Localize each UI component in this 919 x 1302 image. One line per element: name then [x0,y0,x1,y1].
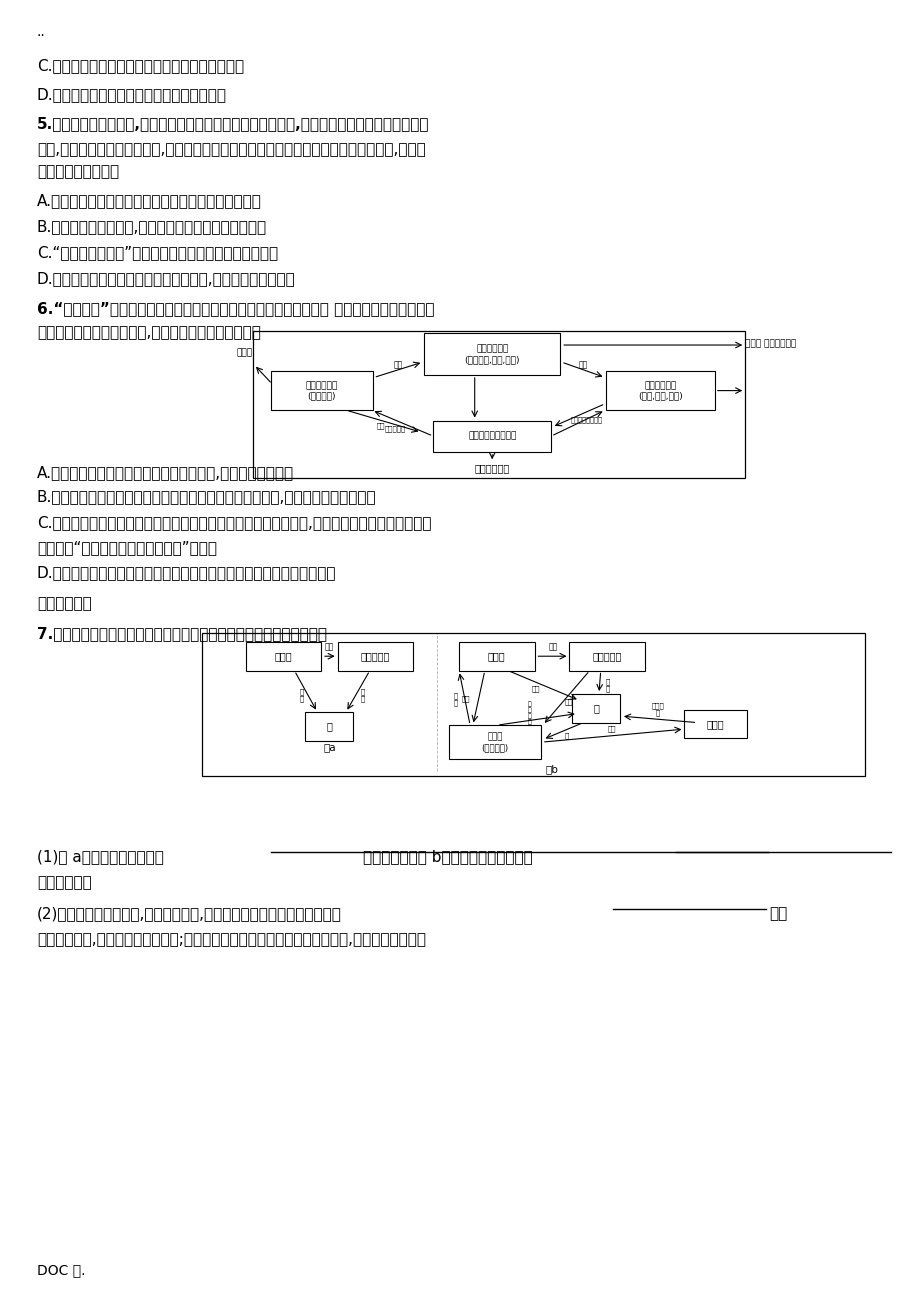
Text: 秸秆: 秸秆 [460,695,470,703]
Text: 水产品: 水产品 [236,349,253,357]
Text: C.“退耕还林、还草”是体现自然与人和谐统一思想的实例: C.“退耕还林、还草”是体现自然与人和谐统一思想的实例 [37,245,278,260]
Text: (1)图 a所示的生态工程属于: (1)图 a所示的生态工程属于 [37,849,164,865]
Text: 农作物: 农作物 [274,651,292,661]
Text: 统的基本模式。据图示判断,下列说法错误的是（　　）: 统的基本模式。据图示判断,下列说法错误的是（ ） [37,326,260,341]
Text: 沼气池
(含微生物): 沼气池 (含微生物) [481,733,508,751]
Bar [253,331,744,478]
Text: 沼液、沼渣: 沼液、沼渣 [384,424,406,432]
Text: 农田生态系统
(种植水稻,油菜,小麦): 农田生态系统 (种植水稻,油菜,小麦) [464,345,519,363]
Text: 经验,并形成了一些生态学思想,如自然与人和谐统一的思想。根据这一思想和生态学知识,下列说: 经验,并形成了一些生态学思想,如自然与人和谐统一的思想。根据这一思想和生态学知识… [37,142,425,158]
FancyBboxPatch shape [572,694,619,723]
Text: B.若人与自然和谐统一,生产者固定的能量便可反复利用: B.若人与自然和谐统一,生产者固定的能量便可反复利用 [37,219,267,234]
Text: 食
物: 食 物 [360,689,364,702]
Text: A.沫气池的建立既充分发挥资源的生产潜力,又减少了环境污染: A.沫气池的建立既充分发挥资源的生产潜力,又减少了环境污染 [37,465,293,480]
FancyBboxPatch shape [448,725,540,759]
Text: DOC 版.: DOC 版. [37,1263,85,1277]
Text: 食用菌: 食用菌 [706,719,724,729]
Text: 粪沙: 粪沙 [376,422,385,430]
Text: 稻秆、残液桑皮叶: 稻秆、残液桑皮叶 [571,415,602,423]
Text: 农
物: 农 物 [300,689,303,702]
Text: (2)为提高能量的利用率,增加经济收入,一方面可在大田种植农作物时采用: (2)为提高能量的利用率,增加经济收入,一方面可在大田种植农作物时采用 [37,906,341,922]
Text: D.上述生态农业系统通过改善和优化系统的结构达到改善系统功能的效果: D.上述生态农业系统通过改善和优化系统的结构达到改善系统功能的效果 [37,565,336,581]
Text: 饲料: 饲料 [324,643,334,651]
Text: 沼气（能源）: 沼气（能源） [474,464,509,474]
Text: D.人类应以保持生态系统相对稳定为原则,确定自己的消耗标准: D.人类应以保持生态系统相对稳定为原则,确定自己的消耗标准 [37,271,295,286]
Text: 需要遵循“整体、协调、循环、再生”的原理: 需要遵循“整体、协调、循环、再生”的原理 [37,540,217,556]
Text: 沼
气
利
用: 沼 气 利 用 [528,702,531,725]
Text: 法错误的是（　　）: 法错误的是（ ） [37,164,119,180]
FancyBboxPatch shape [433,421,550,452]
Text: C.这一生态工程模式主要适用于江浙平原而不适用于我国西北地区,这是因为在建立生态工程时还: C.这一生态工程模式主要适用于江浙平原而不适用于我国西北地区,这是因为在建立生态… [37,516,431,531]
Text: 食
物: 食 物 [606,678,609,691]
Text: 饲料: 饲料 [548,643,557,651]
Text: A.生态系统的物质循环和能量流动有其自身的运行规律: A.生态系统的物质循环和能量流动有其自身的运行规律 [37,193,261,208]
FancyBboxPatch shape [606,371,714,410]
Text: 图b: 图b [545,764,558,775]
Text: 食物: 食物 [531,685,540,693]
Text: 7.下图是两个农业生态系统的结构模式图。分析比较后回答下列问题。: 7.下图是两个农业生态系统的结构模式图。分析比较后回答下列问题。 [37,626,326,642]
Text: 陆塘生态系统
(养鱼、虾): 陆塘生态系统 (养鱼、虾) [305,381,338,400]
Bar [202,633,864,776]
FancyBboxPatch shape [569,642,644,671]
Text: 桑园生态系统
(种桑,养蚕,养鸡): 桑园生态系统 (种桑,养蚕,养鸡) [638,381,682,400]
FancyBboxPatch shape [424,333,560,375]
Text: 河泥: 河泥 [578,361,587,368]
Text: 5.在漫长的历史时期内,我们的祖先通过自身的生产和生活实践,积累了对生态方面的感性认识和: 5.在漫长的历史时期内,我们的祖先通过自身的生产和生活实践,积累了对生态方面的感… [37,116,429,132]
Text: 等简: 等简 [768,906,787,922]
FancyBboxPatch shape [684,710,746,738]
Text: C.沫渣、沫液作为肥料还田，使能量能够循环利用: C.沫渣、沫液作为肥料还田，使能量能够循环利用 [37,59,244,74]
Text: 粪便: 粪便 [563,698,573,706]
Text: 沼气（池）生态系统: 沼气（池）生态系统 [468,432,516,440]
Text: 6.“粮桑渔畜”农业生态系统是江浙平原水网地区典型的高效农业系统 下图表示这一农业生态系: 6.“粮桑渔畜”农业生态系统是江浙平原水网地区典型的高效农业系统 下图表示这一农… [37,301,434,316]
Text: 图a: 图a [323,742,335,753]
Text: 家禽、家畜: 家禽、家畜 [592,651,621,661]
FancyBboxPatch shape [459,642,534,671]
FancyBboxPatch shape [245,642,321,671]
Text: 农产品 蚕丝、畜产品: 农产品 蚕丝、畜产品 [744,340,796,348]
Text: 单易行的方式,提高对光能的利用率;其次应尽可能不用人的粮食饲养家禽家畲,从生态系统的能量: 单易行的方式,提高对光能的利用率;其次应尽可能不用人的粮食饲养家禽家畲,从生态系… [37,932,425,948]
Text: 的生态工程。: 的生态工程。 [37,875,92,891]
Text: 家禽、家畜: 家禽、家畜 [360,651,390,661]
Text: 的生态工程，图 b所示的生态工程还涉及: 的生态工程，图 b所示的生态工程还涉及 [363,849,533,865]
Text: 食用菌
等: 食用菌 等 [651,703,664,716]
Text: B.通过巧接食物链使原本流向分解者的能量更多地流向了人,提高了能量的传递效率: B.通过巧接食物链使原本流向分解者的能量更多地流向了人,提高了能量的传递效率 [37,490,376,505]
FancyBboxPatch shape [305,712,353,741]
Text: 农作物: 农作物 [487,651,505,661]
Text: 沼液: 沼液 [607,725,616,733]
Text: 沼
肥: 沼 肥 [453,693,457,706]
Text: 饲料: 饲料 [393,361,403,368]
Text: 人: 人 [326,721,332,732]
Text: D.沫气池中的微生物也是该生态系统的分解者: D.沫气池中的微生物也是该生态系统的分解者 [37,87,227,103]
Text: 人: 人 [593,703,598,713]
Text: ··: ·· [37,29,46,43]
Text: 粪: 粪 [564,732,568,740]
FancyBboxPatch shape [271,371,372,410]
Text: 二、非选择题: 二、非选择题 [37,596,92,612]
FancyBboxPatch shape [337,642,413,671]
